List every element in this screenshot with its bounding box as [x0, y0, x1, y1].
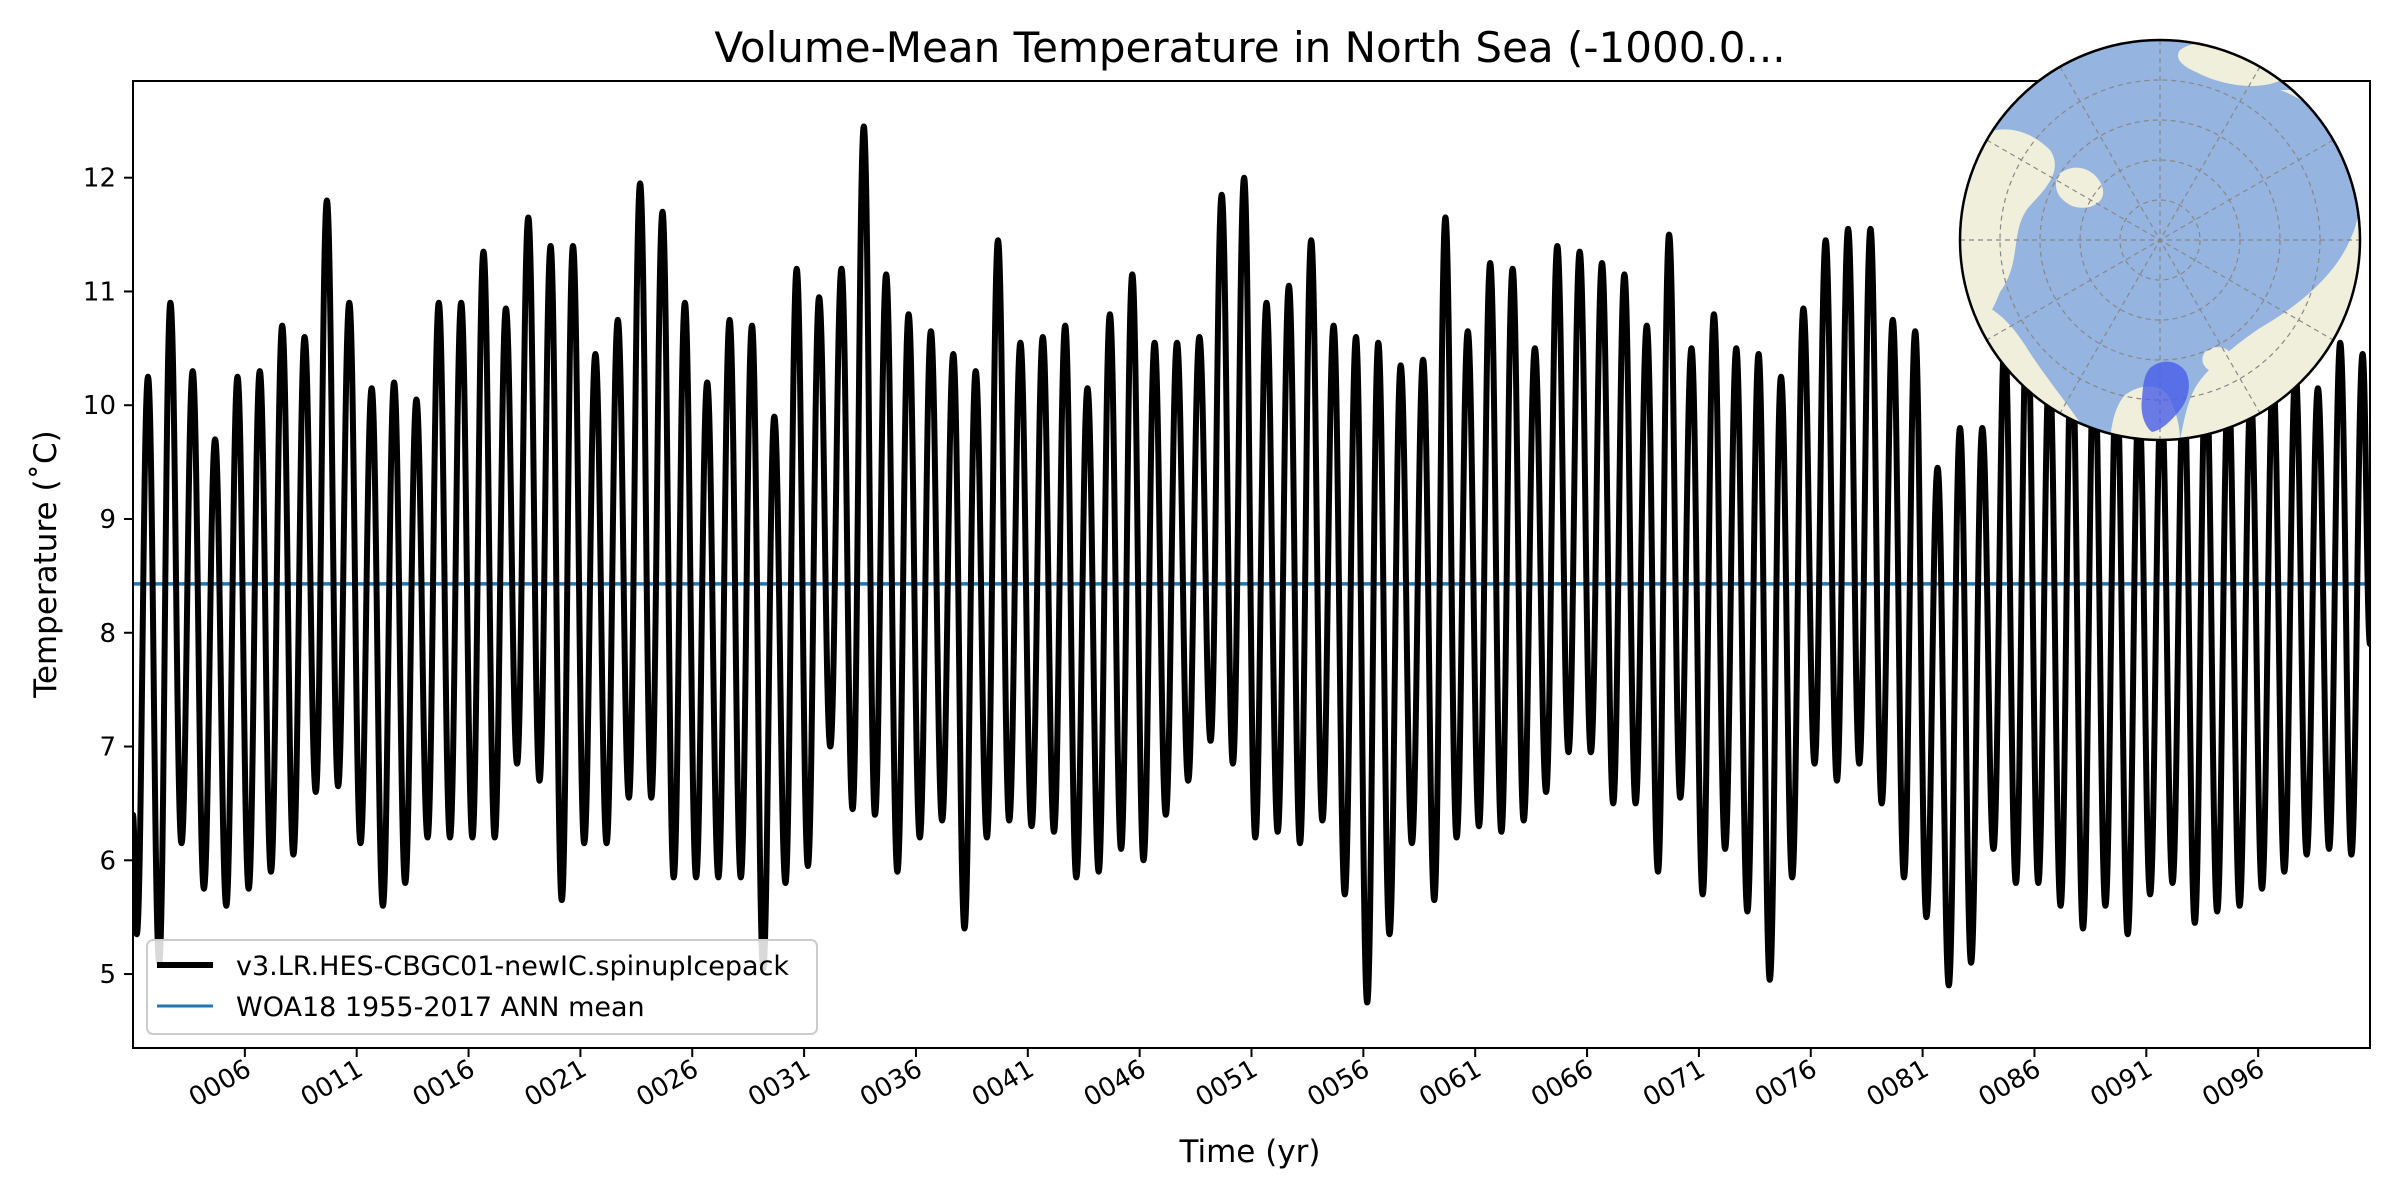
y-tick-label: 10: [83, 391, 116, 421]
series-line-model: [133, 123, 2370, 1006]
y-tick-label: 12: [83, 164, 116, 194]
legend-box: [146, 939, 818, 1035]
graticule-meridian: [1986, 139, 2334, 341]
y-axis: 5 6 7 8 9 10 11 12: [83, 164, 133, 990]
y-tick-label: 9: [99, 505, 116, 535]
legend-label-model: v3.LR.HES-CBGC01-newIC.spinupIcepack: [236, 951, 789, 982]
inset-map-highlighted-region: [2141, 361, 2189, 432]
y-tick-label: 5: [99, 960, 116, 990]
land-shape: [2180, 90, 2360, 440]
land-shape: [2202, 347, 2233, 373]
land-shape: [2055, 167, 2104, 208]
y-tick-label: 6: [99, 846, 116, 876]
y-tick-label: 7: [99, 733, 116, 763]
chart-title: Volume-Mean Temperature in North Sea (-1…: [714, 23, 1785, 72]
x-axis-label: Time (yr): [1179, 1134, 1321, 1170]
y-tick-label: 11: [83, 277, 116, 307]
land-shape: [1960, 129, 2055, 360]
graticule-circle: [2119, 199, 2201, 281]
inset-map-border: [1958, 38, 2362, 442]
legend-label-woa18: WOA18 1955-2017 ANN mean: [236, 992, 645, 1023]
inset-map: [1958, 38, 2362, 442]
legend: v3.LR.HES-CBGC01-newIC.spinupIcepack WOA…: [146, 939, 818, 1035]
y-tick-label: 8: [99, 619, 116, 649]
y-axis-label: Temperature (˚C): [28, 430, 64, 699]
